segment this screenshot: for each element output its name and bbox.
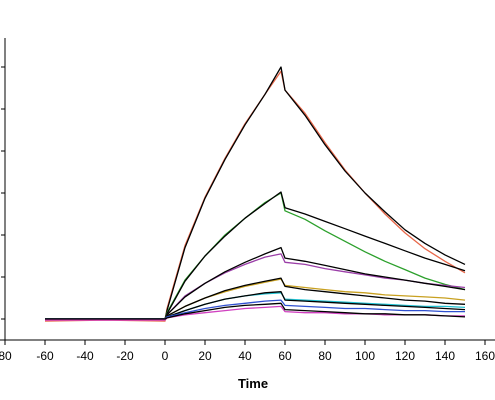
series-line-6 [45,278,466,320]
axes: 80 -60 -40 -20 0 20 40 60 80 100 120 140 160 [0,38,495,363]
x-tick-label: 40 [238,349,252,363]
series-line-3 [45,191,466,320]
series-line-11 [45,305,465,321]
series-line-1 [45,66,466,320]
series-line-10 [45,299,465,320]
x-tick-label: -60 [36,349,54,363]
x-tick-label: 160 [475,349,495,363]
x-tick-label: 20 [198,349,212,363]
x-tick-label: 80 [318,349,332,363]
series-layer [44,66,466,322]
x-tick-label: -40 [76,349,94,363]
x-tick-label: 140 [435,349,455,363]
x-tick-label: 100 [355,349,375,363]
x-tick-label: 60 [278,349,292,363]
x-tick-label: 120 [395,349,415,363]
series-line-12 [45,302,466,320]
series-line-9 [45,291,466,320]
x-tick-label: -20 [116,349,134,363]
series-line-5 [45,246,466,320]
series-line-2 [45,192,466,320]
series-line-7 [45,277,466,320]
x-tick-label: 0 [162,349,169,363]
x-axis-title: Time [238,376,268,391]
series-line-4 [45,253,466,320]
x-tick-label: 80 [0,349,12,363]
